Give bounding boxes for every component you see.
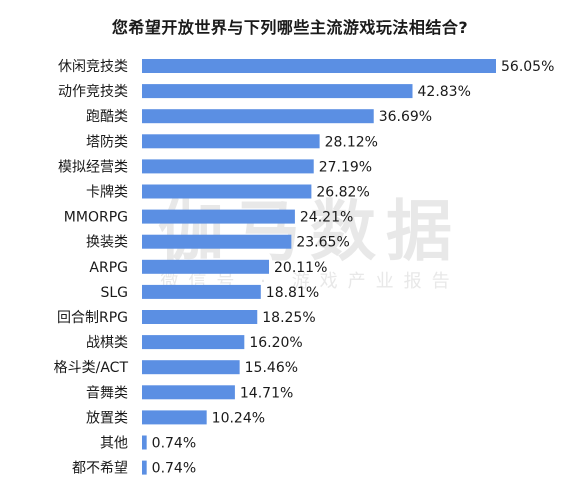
bar xyxy=(142,259,270,274)
bar xyxy=(142,84,413,99)
category-label: ARPG xyxy=(89,260,128,276)
bar xyxy=(142,159,314,174)
category-label: 回合制RPG xyxy=(57,310,128,326)
bar xyxy=(142,234,292,249)
bar xyxy=(142,284,261,299)
category-label: 塔防类 xyxy=(86,134,128,150)
value-label: 56.05% xyxy=(501,59,554,75)
value-label: 24.21% xyxy=(300,210,353,226)
bar xyxy=(142,385,235,400)
bar xyxy=(142,360,240,375)
bar xyxy=(142,335,245,350)
category-label: 战棋类 xyxy=(86,335,128,351)
bar xyxy=(142,59,496,73)
bar xyxy=(142,435,147,450)
value-label: 23.65% xyxy=(296,235,349,251)
bar xyxy=(142,410,207,425)
bar xyxy=(142,310,258,324)
bar xyxy=(142,134,320,149)
bar xyxy=(142,184,312,199)
category-label: 动作竞技类 xyxy=(58,83,128,100)
category-label: 格斗类/ACT xyxy=(54,360,129,376)
category-label: 都不希望 xyxy=(72,461,128,477)
category-label: SLG xyxy=(100,285,128,301)
value-label: 28.12% xyxy=(325,134,378,150)
bars-layer: 休闲竞技类 56.05% 动作竞技类 42.83% 跑酷类 36.69% 塔防类 28.12%… xyxy=(54,58,555,477)
value-label: 20.11% xyxy=(274,260,327,276)
value-label: 27.19% xyxy=(319,159,372,175)
category-label: MMORPG xyxy=(64,210,128,226)
bar xyxy=(142,209,295,224)
value-label: 18.81% xyxy=(266,285,319,301)
bar xyxy=(142,460,147,475)
value-label: 26.82% xyxy=(316,185,369,201)
category-label: 模拟经营类 xyxy=(58,159,128,175)
value-label: 15.46% xyxy=(245,360,298,376)
value-label: 42.83% xyxy=(418,84,471,100)
value-label: 0.74% xyxy=(152,461,196,477)
value-label: 18.25% xyxy=(262,310,315,326)
value-label: 0.74% xyxy=(152,436,196,452)
chart-title: 您希望开放世界与下列哪些主流游戏玩法相结合? xyxy=(111,18,469,37)
bar xyxy=(142,109,374,124)
value-label: 16.20% xyxy=(249,335,302,351)
value-label: 14.71% xyxy=(240,385,293,401)
category-label: 卡牌类 xyxy=(86,184,128,201)
value-label: 10.24% xyxy=(212,410,265,426)
category-label: 音舞类 xyxy=(86,384,128,401)
category-label: 其他 xyxy=(100,436,128,452)
category-label: 休闲竞技类 xyxy=(58,58,128,75)
category-label: 跑酷类 xyxy=(86,109,128,125)
category-label: 换装类 xyxy=(86,234,128,251)
value-label: 36.69% xyxy=(379,109,432,125)
category-label: 放置类 xyxy=(86,410,128,426)
